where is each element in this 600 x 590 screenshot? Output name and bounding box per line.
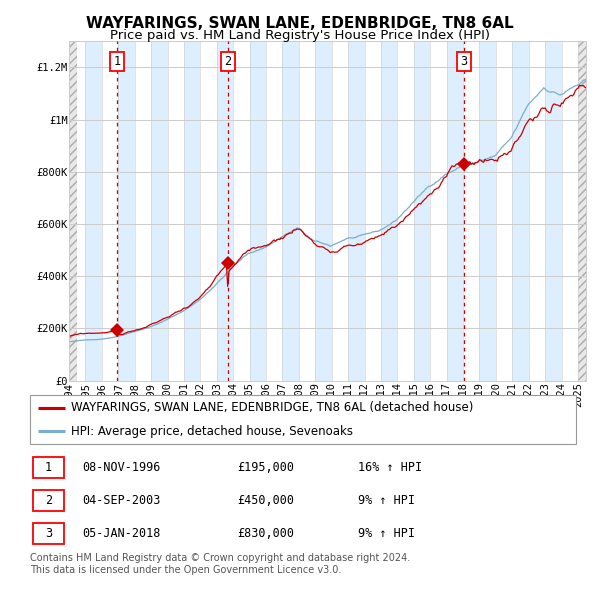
Bar	[479, 41, 496, 381]
Text: £450,000: £450,000	[238, 494, 295, 507]
Text: 1: 1	[113, 55, 121, 68]
Bar	[299, 41, 315, 381]
FancyBboxPatch shape	[33, 490, 64, 510]
Bar	[512, 41, 529, 381]
Text: WAYFARINGS, SWAN LANE, EDENBRIDGE, TN8 6AL: WAYFARINGS, SWAN LANE, EDENBRIDGE, TN8 6…	[86, 16, 514, 31]
Bar	[85, 41, 102, 381]
Text: 3: 3	[460, 55, 467, 68]
Text: 9% ↑ HPI: 9% ↑ HPI	[358, 527, 415, 540]
Bar	[200, 41, 217, 381]
Bar	[233, 41, 250, 381]
Text: WAYFARINGS, SWAN LANE, EDENBRIDGE, TN8 6AL (detached house): WAYFARINGS, SWAN LANE, EDENBRIDGE, TN8 6…	[71, 401, 473, 414]
Text: 2: 2	[224, 55, 231, 68]
Text: 05-JAN-2018: 05-JAN-2018	[82, 527, 160, 540]
Bar	[184, 41, 200, 381]
Text: 1: 1	[45, 461, 52, 474]
Bar	[463, 41, 479, 381]
FancyBboxPatch shape	[33, 523, 64, 543]
Text: £195,000: £195,000	[238, 461, 295, 474]
Bar	[250, 41, 266, 381]
Bar	[167, 41, 184, 381]
Bar	[266, 41, 283, 381]
Text: 3: 3	[45, 527, 52, 540]
Bar	[414, 41, 430, 381]
Bar	[315, 41, 332, 381]
Bar	[397, 41, 414, 381]
Bar	[365, 41, 381, 381]
Text: Contains HM Land Registry data © Crown copyright and database right 2024.
This d: Contains HM Land Registry data © Crown c…	[30, 553, 410, 575]
Bar	[151, 41, 167, 381]
Text: Price paid vs. HM Land Registry's House Price Index (HPI): Price paid vs. HM Land Registry's House …	[110, 29, 490, 42]
Bar	[283, 41, 299, 381]
FancyBboxPatch shape	[30, 395, 576, 444]
Bar	[578, 41, 595, 381]
Bar	[578, 41, 588, 381]
Text: 08-NOV-1996: 08-NOV-1996	[82, 461, 160, 474]
Text: 9% ↑ HPI: 9% ↑ HPI	[358, 494, 415, 507]
FancyBboxPatch shape	[33, 457, 64, 477]
Bar	[217, 41, 233, 381]
Text: 2: 2	[45, 494, 52, 507]
Bar	[446, 41, 463, 381]
Bar	[496, 41, 512, 381]
Text: 04-SEP-2003: 04-SEP-2003	[82, 494, 160, 507]
Bar	[134, 41, 151, 381]
Bar	[562, 41, 578, 381]
Bar	[529, 41, 545, 381]
Bar	[118, 41, 134, 381]
Bar	[545, 41, 562, 381]
Bar	[381, 41, 397, 381]
Bar	[332, 41, 348, 381]
Bar	[348, 41, 365, 381]
Text: 16% ↑ HPI: 16% ↑ HPI	[358, 461, 422, 474]
Bar	[69, 41, 85, 381]
Bar	[102, 41, 118, 381]
Bar	[430, 41, 446, 381]
Text: HPI: Average price, detached house, Sevenoaks: HPI: Average price, detached house, Seve…	[71, 425, 353, 438]
Bar	[69, 41, 77, 381]
Text: £830,000: £830,000	[238, 527, 295, 540]
